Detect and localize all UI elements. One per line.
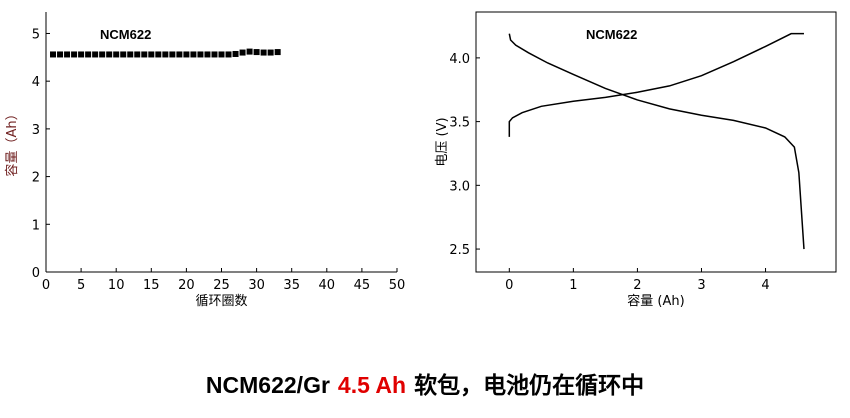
point: [148, 51, 155, 58]
point: [92, 51, 99, 58]
x-tick-label: 0: [505, 278, 513, 293]
point: [113, 51, 120, 58]
x-tick-label: 2: [633, 278, 641, 293]
x-tick-label: 1: [569, 278, 577, 293]
point: [204, 51, 211, 58]
y-tick-label: 3.5: [449, 116, 470, 131]
y-tick-label: 3.0: [449, 179, 470, 194]
curve: [508, 32, 804, 137]
x-tick-label: 5: [77, 278, 85, 293]
y-axis-label: 电压 (V): [435, 117, 450, 166]
point: [85, 51, 92, 58]
point: [225, 51, 232, 58]
annotation: NCM622: [100, 27, 151, 42]
x-tick-label: 20: [178, 278, 195, 293]
y-tick-label: 0: [32, 266, 40, 281]
point: [246, 48, 253, 55]
point: [232, 50, 239, 57]
point: [120, 51, 127, 58]
point: [99, 51, 106, 58]
y-tick-label: 2: [32, 171, 40, 186]
charts: 0 5 10 15 20 25 30 35 40 45 50012345循环圈数容量（Ah）NCM6…: [4, 11, 837, 309]
point: [78, 51, 85, 58]
point: [239, 49, 246, 56]
y-tick-label: 4.0: [449, 52, 470, 67]
caption-text: NCM622/Gr: [205, 372, 330, 398]
x-tick-label: 4: [761, 278, 769, 293]
point: [134, 51, 141, 58]
point: [155, 51, 162, 58]
x-tick-label: 3: [697, 278, 705, 293]
point: [197, 51, 204, 58]
point: [64, 51, 71, 58]
x-tick-label: 15: [143, 278, 160, 293]
point: [211, 51, 218, 58]
point: [71, 51, 78, 58]
plot-frame: [475, 11, 837, 273]
point: [176, 51, 183, 58]
point: [267, 49, 274, 56]
point: [190, 51, 197, 58]
point: [274, 49, 281, 56]
point: [106, 51, 113, 58]
x-tick-label: 45: [354, 278, 371, 293]
point: [127, 51, 134, 58]
caption: NCM622/Gr 4.5 Ah 软包，电池仍在循环中: [0, 366, 850, 400]
point: [218, 51, 225, 58]
point: [50, 51, 57, 58]
point: [169, 51, 176, 58]
x-tick-label: 25: [213, 278, 230, 293]
point: [253, 49, 260, 56]
point: [183, 51, 190, 58]
x-tick-label: 30: [248, 278, 265, 293]
y-axis-label: 容量（Ah）: [4, 107, 20, 176]
curve: [508, 33, 805, 250]
caption-highlight: 4.5 Ah: [337, 372, 407, 398]
y-tick-label: 2.5: [449, 243, 470, 258]
y-tick-label: 5: [32, 27, 40, 42]
point: [162, 51, 169, 58]
x-tick-label: 50: [389, 278, 406, 293]
point: [57, 51, 64, 58]
x-tick-label: 0: [42, 278, 50, 293]
x-tick-label: 35: [283, 278, 300, 293]
x-tick-label: 40: [319, 278, 336, 293]
point: [260, 49, 267, 56]
y-tick-label: 3: [32, 123, 40, 138]
x-tick-label: 10: [108, 278, 125, 293]
y-tick-label: 1: [32, 218, 40, 233]
point: [141, 51, 148, 58]
x-axis-label: 容量 (Ah): [627, 293, 684, 309]
x-axis-label: 循环圈数: [195, 294, 247, 309]
y-tick-label: 4: [32, 75, 40, 90]
annotation: NCM622: [586, 27, 637, 42]
caption-text: 软包，电池仍在循环中: [414, 372, 645, 398]
